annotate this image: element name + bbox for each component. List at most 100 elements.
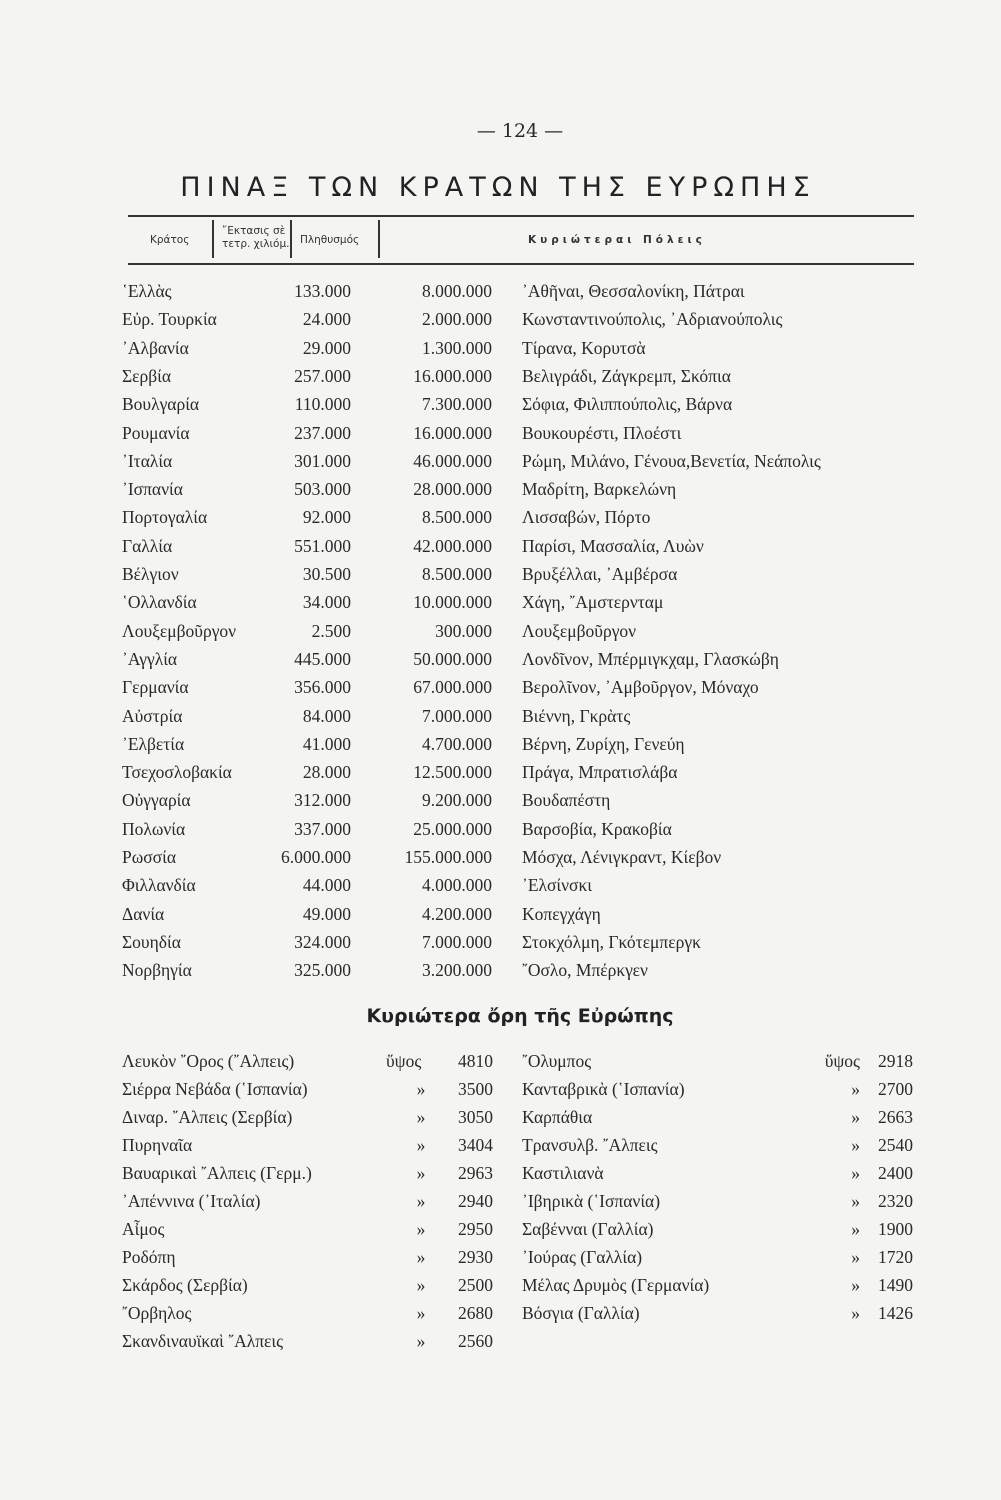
state-name: Λουξεμβοῦργον [122, 620, 237, 641]
state-area: 44.000 [302, 875, 351, 896]
mountain-height: 1900 [878, 1219, 913, 1239]
state-cities: ᾿Ελσίνσκι [522, 875, 593, 896]
state-population: 4.000.000 [422, 875, 492, 896]
height-label: » [851, 1079, 860, 1099]
table-row: Νορβηγία 325.000 3.200.000 ῎Οσλο, Μπέρκγεν [0, 960, 1001, 988]
mountain-row: Κανταβρικὰ (῾Ισπανία) » 2700 [0, 1079, 1001, 1107]
mountain-name: Αἶμος [122, 1219, 165, 1239]
state-name: Πορτογαλία [122, 507, 208, 528]
mountain-name: Μέλας Δρυμὸς (Γερμανία) [522, 1275, 710, 1295]
table-row: ᾿Αγγλία 445.000 50.000.000 Λονδῖνον, Μπέρμι… [0, 649, 1001, 677]
mountain-height: 3050 [458, 1107, 493, 1127]
table-row: Βέλγιον 30.500 8.500.000 Βρυξέλλαι, ᾿Αμβέρσ… [0, 564, 1001, 592]
state-name: Νορβηγία [122, 960, 192, 981]
mountain-name: Ροδόπη [122, 1247, 176, 1267]
state-population: 8.000.000 [422, 281, 492, 301]
table-row: Ρουμανία 237.000 16.000.000 Βουκουρέστι, Πλ… [0, 423, 1001, 451]
mountain-name: Σιέρρα Νεβάδα (῾Ισπανία) [122, 1079, 308, 1099]
mountain-height: 2540 [878, 1135, 913, 1155]
mountain-row: ᾿Ιούρας (Γαλλία) » 1720 [0, 1247, 1001, 1275]
mountain-row: Διναρ. ῎Αλπεις (Σερβία) » 3050 [0, 1107, 1001, 1135]
state-area: 6.000.000 [281, 847, 351, 867]
state-cities: ᾿Αθῆναι, Θεσσαλονίκη, Πάτραι [522, 281, 745, 301]
mountain-row: Βόσγια (Γαλλία) » 1426 [0, 1303, 1001, 1331]
header-state: Κράτος [150, 234, 190, 246]
state-area: 24.000 [302, 309, 351, 330]
state-cities: Μόσχα, Λένιγκραντ, Κίεβον [522, 847, 722, 867]
mountain-name: Πυρηναῖα [122, 1135, 193, 1155]
height-label: » [851, 1219, 860, 1239]
state-area: 29.000 [302, 337, 351, 358]
state-name: Φιλλανδία [122, 875, 196, 896]
table-row: Σουηδία 324.000 7.000.000 Στοκχόλμη, Γκότεμ… [0, 932, 1001, 960]
state-cities: ῎Οσλο, Μπέρκγεν [522, 960, 648, 981]
state-area: 337.000 [294, 818, 351, 839]
state-area: 551.000 [294, 535, 351, 556]
state-population: 8.500.000 [422, 564, 492, 584]
table-row: Πολωνία 337.000 25.000.000 Βαρσοβία, Κρακοβ… [0, 819, 1001, 847]
table-row: Αὐστρία 84.000 7.000.000 Βιέννη, Γκρὰτς [0, 706, 1001, 734]
header-population: Πληθυσμός [300, 234, 360, 246]
page-number: — 124 — [476, 120, 564, 142]
table-row: Εὐρ. Τουρκία 24.000 2.000.000 Κωνσταντινούπ… [0, 309, 1001, 337]
state-population: 2.000.000 [422, 309, 492, 330]
mountain-name: Διναρ. ῎Αλπεις (Σερβία) [122, 1107, 293, 1127]
state-name: Βέλγιον [122, 564, 179, 584]
state-area: 2.500 [311, 620, 351, 641]
mountain-row: Σιέρρα Νεβάδα (῾Ισπανία) » 3500 [0, 1079, 1001, 1107]
height-label: » [851, 1163, 860, 1183]
state-population: 25.000.000 [413, 818, 492, 839]
table-row: Τσεχοσλοβακία 28.000 12.500.000 Πράγα, Μπρα… [0, 762, 1001, 790]
state-area: 110.000 [294, 394, 351, 415]
table-row: Γερμανία 356.000 67.000.000 Βερολῖνον, ᾿Αμβ… [0, 677, 1001, 705]
state-name: Οὐγγαρία [122, 790, 191, 811]
column-divider [212, 220, 214, 258]
state-population: 67.000.000 [413, 677, 492, 698]
mountain-name: Καστιλιανὰ [522, 1163, 604, 1183]
height-label: » [851, 1303, 860, 1323]
state-population: 46.000.000 [413, 450, 492, 471]
state-cities: Βρυξέλλαι, ᾿Αμβέρσα [522, 564, 678, 584]
state-cities: Σόφια, Φιλιππούπολις, Βάρνα [522, 394, 733, 415]
mountain-name: ᾿Ιβηρικὰ (῾Ισπανία) [522, 1191, 661, 1211]
page-title: ΠΙΝΑΞ ΤΩΝ ΚΡΑΤΩΝ ΤΗΣ ΕΥΡΩΠΗΣ [180, 172, 816, 203]
table-row: Λουξεμβοῦργον 2.500 300.000 Λουξεμβοῦργον [0, 621, 1001, 649]
height-label: » [851, 1107, 860, 1127]
state-name: ῾Ολλανδία [122, 592, 197, 613]
mountain-height: 2918 [878, 1051, 913, 1071]
state-population: 4.700.000 [422, 733, 492, 754]
state-population: 12.500.000 [413, 762, 492, 783]
mountain-name: ᾿Ιούρας (Γαλλία) [522, 1247, 643, 1267]
state-name: Ρωσσία [122, 847, 176, 867]
height-label: » [851, 1191, 860, 1211]
table-row: Σερβία 257.000 16.000.000 Βελιγράδι, Ζάγκρε… [0, 366, 1001, 394]
table-row: Δανία 49.000 4.200.000 Κοπεγχάγη [0, 904, 1001, 932]
state-cities: Βελιγράδι, Ζάγκρεμπ, Σκόπια [522, 365, 731, 386]
state-area: 49.000 [302, 903, 351, 924]
state-area: 41.000 [302, 733, 351, 754]
mountain-height: 2400 [878, 1163, 913, 1183]
mountain-row: ῎Ορβηλος » 2680 [0, 1303, 1001, 1331]
state-name: ᾿Ιταλία [122, 450, 173, 471]
mountain-name: Τρανσυλβ. ῎Αλπεις [522, 1135, 658, 1155]
mountain-row: Σκάρδος (Σερβία) » 2500 [0, 1275, 1001, 1303]
table-row: Βουλγαρία 110.000 7.300.000 Σόφια, Φιλιππού… [0, 394, 1001, 422]
header-area-line1: ῎Εκτασις σὲ [222, 225, 286, 237]
state-name: Σουηδία [122, 931, 181, 952]
state-population: 1.300.000 [422, 337, 492, 358]
height-label: » [416, 1191, 426, 1211]
mountain-height: 1720 [878, 1247, 913, 1267]
state-population: 155.000.000 [404, 847, 493, 867]
mountain-row: Ροδόπη » 2930 [0, 1247, 1001, 1275]
state-name: ᾿Ελβετία [122, 733, 185, 754]
state-population: 4.200.000 [422, 903, 492, 924]
table-row: ᾿Αλβανία 29.000 1.300.000 Τίρανα, Κορυτσὰ [0, 338, 1001, 366]
table-top-rule [128, 215, 914, 217]
height-label: » [416, 1163, 426, 1183]
state-area: 30.500 [302, 564, 351, 584]
table-row: ῾Ολλανδία 34.000 10.000.000 Χάγη, ῎Αμστερντ… [0, 592, 1001, 620]
mountain-row: Τρανσυλβ. ῎Αλπεις » 2540 [0, 1135, 1001, 1163]
mountain-name: ᾿Απέννινα (᾿Ιταλία) [122, 1191, 261, 1211]
table-row: Οὐγγαρία 312.000 9.200.000 Βουδαπέστη [0, 790, 1001, 818]
column-divider [290, 220, 292, 258]
